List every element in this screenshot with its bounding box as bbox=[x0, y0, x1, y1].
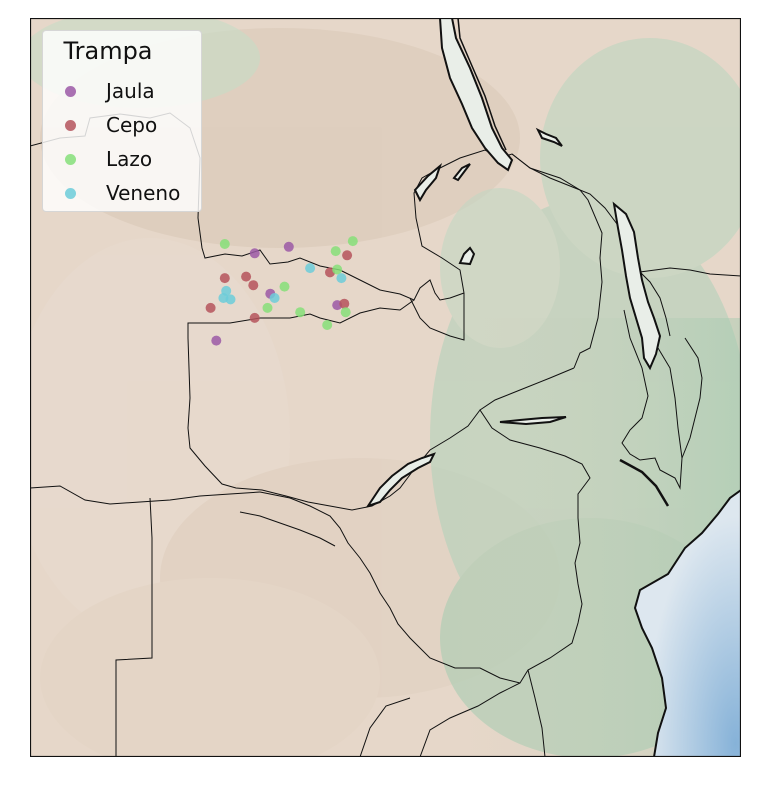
point-jaula-0[interactable] bbox=[249, 248, 260, 259]
point-jaula-1[interactable] bbox=[283, 241, 294, 252]
point-cepo-9[interactable] bbox=[342, 250, 353, 261]
legend-marker-jaula bbox=[65, 85, 76, 97]
point-lazo-14[interactable] bbox=[330, 246, 341, 257]
legend: Trampa Jaula Cepo Lazo Veneno bbox=[42, 30, 202, 212]
legend-label-lazo: Lazo bbox=[106, 147, 153, 171]
lake-mweru bbox=[413, 162, 443, 203]
lake-tanganyika bbox=[438, 17, 514, 172]
legend-item-jaula: Jaula bbox=[65, 79, 155, 103]
point-veneno-26[interactable] bbox=[225, 294, 236, 305]
lake-kariba bbox=[365, 452, 436, 508]
legend-label-cepo: Cepo bbox=[106, 113, 158, 137]
lakes bbox=[365, 17, 662, 508]
map-border bbox=[29, 17, 742, 758]
legend-marker-lazo bbox=[65, 153, 76, 165]
legend-marker-veneno bbox=[65, 187, 76, 199]
map-frame[interactable] bbox=[10, 8, 760, 778]
legend-title: Trampa bbox=[63, 37, 153, 65]
point-lazo-17[interactable] bbox=[279, 281, 290, 292]
point-lazo-16[interactable] bbox=[332, 264, 343, 275]
point-cepo-7[interactable] bbox=[248, 280, 259, 291]
legend-item-veneno: Veneno bbox=[65, 181, 180, 205]
point-cepo-12[interactable] bbox=[249, 312, 260, 323]
point-veneno-23[interactable] bbox=[336, 273, 347, 284]
point-jaula-3[interactable] bbox=[211, 335, 222, 346]
point-cepo-10[interactable] bbox=[339, 298, 350, 309]
point-lazo-20[interactable] bbox=[340, 307, 351, 318]
point-lazo-18[interactable] bbox=[262, 302, 273, 313]
lake-cahora-bassa bbox=[499, 416, 567, 426]
point-veneno-27[interactable] bbox=[269, 293, 280, 303]
legend-label-veneno: Veneno bbox=[106, 181, 181, 205]
coastline bbox=[633, 489, 742, 758]
point-lazo-13[interactable] bbox=[219, 239, 230, 249]
legend-item-lazo: Lazo bbox=[65, 147, 152, 171]
point-lazo-21[interactable] bbox=[322, 320, 333, 330]
lake-mweru-wantipa bbox=[452, 163, 471, 182]
lake-rukwa bbox=[535, 127, 563, 147]
legend-item-cepo: Cepo bbox=[65, 113, 157, 137]
lake-malawi bbox=[612, 201, 662, 371]
map-canvas[interactable] bbox=[10, 8, 760, 778]
point-cepo-5[interactable] bbox=[219, 273, 230, 284]
point-veneno-22[interactable] bbox=[305, 263, 316, 274]
ocean bbox=[635, 490, 741, 757]
rivers bbox=[619, 458, 670, 507]
legend-marker-cepo bbox=[65, 119, 76, 131]
point-lazo-15[interactable] bbox=[347, 236, 358, 247]
point-cepo-11[interactable] bbox=[205, 302, 216, 313]
lake-bangweulu bbox=[458, 246, 476, 266]
points-layer bbox=[205, 236, 358, 346]
point-lazo-19[interactable] bbox=[295, 307, 306, 318]
legend-label-jaula: Jaula bbox=[106, 79, 155, 103]
point-cepo-6[interactable] bbox=[241, 271, 252, 282]
